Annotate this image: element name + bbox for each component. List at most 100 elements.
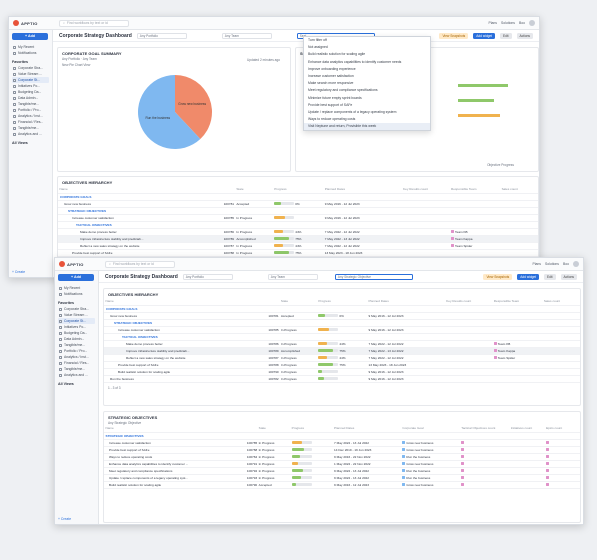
column-header[interactable]: Progress: [316, 298, 368, 306]
actions-button[interactable]: Actions: [516, 32, 533, 39]
row-name[interactable]: Increase customer satisfaction: [58, 214, 223, 222]
table-row[interactable]: STRATEGIC OBJECTIVES: [104, 319, 580, 327]
add-widget-button[interactable]: Add widget: [473, 32, 496, 39]
column-header[interactable]: [245, 425, 258, 433]
pie-slice[interactable]: [175, 75, 213, 139]
sidebar-item-recent[interactable]: My Recent: [12, 44, 49, 50]
strategic-filter[interactable]: Any Strategic Objective: [108, 421, 142, 425]
column-header[interactable]: [222, 186, 235, 194]
sidebar-item-favorite[interactable]: Tangible/me...: [12, 125, 49, 131]
row-name[interactable]: Build realistic solution for scaling agi…: [104, 368, 267, 376]
sidebar-item-favorite[interactable]: Analytics and ...: [58, 372, 95, 378]
add-button[interactable]: + Add: [58, 274, 94, 281]
column-header[interactable]: Progress: [290, 425, 333, 433]
sidebar-item-favorite[interactable]: Tangible/me...: [58, 342, 95, 348]
dropdown-option[interactable]: Build realistic solution for scaling agi…: [308, 52, 366, 57]
sidebar-item-favorite[interactable]: Corporate St...: [12, 77, 49, 83]
column-header[interactable]: Key Results count: [401, 186, 450, 194]
table-row[interactable]: Ways to reduce operating costs 100784 In P…: [104, 453, 580, 461]
column-header[interactable]: Name: [58, 186, 223, 194]
view-snapshots-button[interactable]: View Snapshots: [483, 273, 513, 280]
sidebar-item-notifications[interactable]: Notifications: [58, 291, 95, 297]
all-views[interactable]: All Views: [12, 141, 28, 145]
table-row[interactable]: CORPORATE GOALS: [104, 305, 580, 313]
row-name[interactable]: Provide best support of SAFe: [104, 361, 267, 369]
row-name[interactable]: Improve infrastructure stability and pre…: [58, 235, 223, 243]
column-header[interactable]: State: [279, 298, 317, 306]
dropdown-option[interactable]: Visit Neptune and return, Provisible thi…: [304, 123, 430, 131]
table-row[interactable]: STRATEGIC OBJECTIVES: [58, 207, 538, 215]
column-header[interactable]: Corporate Goal: [400, 425, 460, 433]
column-header[interactable]: Planned Dates: [367, 298, 445, 306]
app-logo[interactable]: APPTIO: [59, 261, 101, 267]
sidebar-item-favorite[interactable]: Initiatives Po...: [58, 324, 95, 330]
table-row[interactable]: Make demo process better 100786 In Progres…: [58, 228, 538, 236]
sidebar-item-favorite[interactable]: Initiatives Po...: [12, 83, 49, 89]
view-snapshots-button[interactable]: View Snapshots: [439, 32, 469, 39]
column-header[interactable]: [266, 298, 280, 306]
sidebar-item-favorite[interactable]: Portfolio / Pro...: [12, 107, 49, 113]
table-row[interactable]: Increase customer satisfaction 100785 In P…: [104, 439, 580, 447]
dropdown-option[interactable]: Turn filter off: [308, 38, 327, 42]
add-button[interactable]: + Add: [12, 33, 48, 40]
add-widget-button[interactable]: Add widget: [517, 273, 540, 280]
pie-slice[interactable]: [138, 75, 201, 149]
row-name[interactable]: Make demo process better: [104, 340, 267, 348]
table-row[interactable]: Enhance data analytics capabilities to i…: [104, 460, 580, 468]
sidebar-item-favorite[interactable]: Analytics / Inst...: [58, 354, 95, 360]
sidebar-item-favorite[interactable]: Budgeting Da...: [58, 330, 95, 336]
team-select[interactable]: Any Team: [221, 32, 272, 39]
nav-solutions[interactable]: Solutions: [545, 262, 559, 266]
column-header[interactable]: Sales count: [500, 186, 538, 194]
column-header[interactable]: Epics count: [544, 425, 580, 433]
dropdown-option[interactable]: Increase customer satisfaction: [308, 73, 354, 78]
row-name[interactable]: Run the business: [104, 375, 267, 383]
create-button[interactable]: + Create: [12, 270, 26, 274]
row-name[interactable]: Meet regulatory and compliance specifica…: [104, 467, 246, 475]
create-button[interactable]: + Create: [58, 517, 72, 521]
sidebar-item-favorite[interactable]: Tangible/me...: [58, 366, 95, 372]
column-header[interactable]: Tactical Objectives count: [459, 425, 510, 433]
sidebar-item-favorite[interactable]: Portfolio / Pro...: [58, 348, 95, 354]
sidebar-item-favorite[interactable]: Budgeting Da...: [12, 89, 49, 95]
row-name[interactable]: Ways to reduce operating costs: [104, 453, 246, 461]
sidebar-item-favorite[interactable]: Value Stream ...: [12, 71, 49, 77]
dropdown-option[interactable]: Update / replace components of a legacy …: [308, 109, 397, 114]
dropdown-option[interactable]: Enhance data analytics capabilities to i…: [308, 59, 402, 64]
sidebar-item-favorite[interactable]: Corporate Stra...: [12, 65, 49, 71]
objective-filter-select[interactable]: Any Strategic Objective: [334, 273, 413, 280]
edit-button[interactable]: Edit: [500, 32, 512, 39]
sidebar-item-favorite[interactable]: Analytics / Inst...: [12, 113, 49, 119]
table-row[interactable]: Build realistic solution for scaling agi…: [104, 368, 580, 376]
column-header[interactable]: Responsible Team: [492, 298, 543, 306]
table-row[interactable]: Meet regulatory and compliance specifica…: [104, 467, 580, 475]
column-header[interactable]: Responsible Team: [449, 186, 501, 194]
row-name[interactable]: Reflect a new sales strategy on the webs…: [104, 354, 267, 362]
column-header[interactable]: Key Results count: [444, 298, 493, 306]
nav-plans[interactable]: Plans: [532, 262, 541, 266]
row-name[interactable]: Provide best support of SAFe: [58, 249, 223, 257]
nav-plans[interactable]: Plans: [488, 21, 497, 25]
table-row[interactable]: Provide best support of SAFe 100788 In Pro…: [104, 446, 580, 454]
table-row[interactable]: Build realistic solution for scaling agi…: [104, 481, 580, 489]
table-row[interactable]: TACTICAL OBJECTIVES: [58, 221, 538, 229]
sidebar-item-favorite[interactable]: Data Admin...: [12, 95, 49, 101]
row-name[interactable]: Reflect a new sales strategy on the webs…: [58, 242, 223, 250]
app-logo[interactable]: APPTIO: [13, 20, 55, 26]
column-header[interactable]: Name: [104, 425, 246, 433]
table-row[interactable]: Reflect a new sales strategy on the webs…: [104, 354, 580, 362]
table-row[interactable]: Provide best support of SAFe 100788 In Pro…: [58, 249, 538, 257]
column-header[interactable]: State: [234, 186, 273, 194]
nav-solutions[interactable]: Solutions: [501, 21, 515, 25]
column-header[interactable]: State: [257, 425, 291, 433]
global-search-input[interactable]: ⌕ Find workflows by text or id: [59, 19, 129, 27]
sidebar-item-favorite[interactable]: Corporate Stra...: [58, 306, 95, 312]
table-row[interactable]: Increase customer satisfaction 100785 In P…: [104, 326, 580, 334]
column-header[interactable]: Initiatives count: [509, 425, 545, 433]
table-row[interactable]: Grow new business 100781 Accepted 0% 9 May 2…: [58, 200, 538, 208]
sidebar-item-favorite[interactable]: Financial / Res...: [58, 360, 95, 366]
table-row[interactable]: Make demo process better 100786 In Progres…: [104, 340, 580, 348]
row-name[interactable]: Enhance data analytics capabilities to i…: [104, 460, 246, 468]
column-header[interactable]: Name: [104, 298, 267, 306]
